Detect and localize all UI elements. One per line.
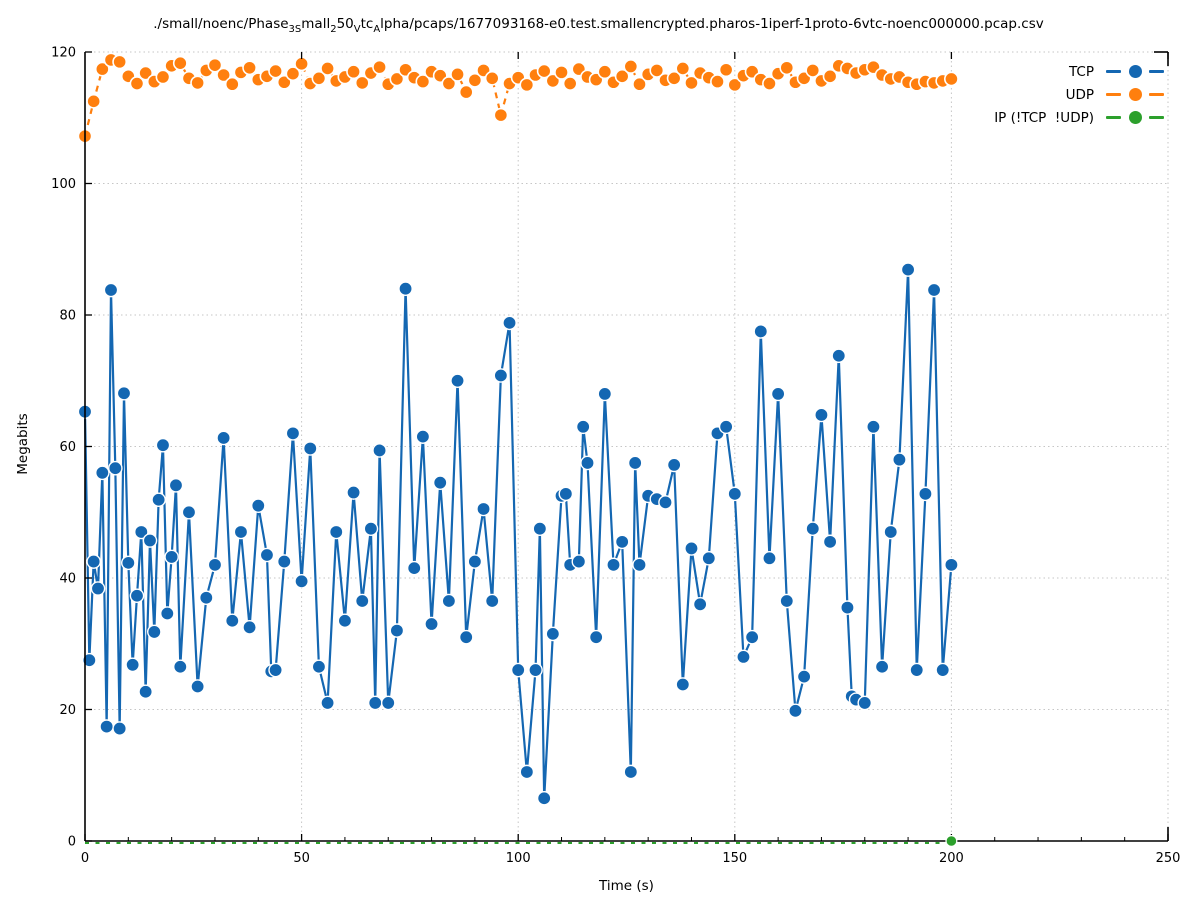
- ip-end-point: [945, 834, 958, 847]
- tcp-point-icon: [1128, 65, 1142, 78]
- svg-text:200: 200: [939, 851, 964, 866]
- ip-line-dash-icon: [1106, 116, 1121, 119]
- ticks: [84, 51, 1169, 842]
- legend-sample-tcp: [1106, 65, 1164, 78]
- svg-text:50: 50: [293, 851, 310, 866]
- svg-text:40: 40: [59, 572, 76, 587]
- title-text: tc: [360, 16, 374, 32]
- title-text: mall: [301, 16, 331, 32]
- y-tick-labels: 0 20 40 60 80 100 120: [51, 46, 76, 850]
- svg-text:120: 120: [51, 46, 76, 61]
- udp-series: [77, 52, 959, 144]
- svg-text:250: 250: [1156, 851, 1181, 866]
- ip-line-dash-icon: [1149, 116, 1164, 119]
- svg-text:20: 20: [59, 703, 76, 718]
- udp-point-icon: [1128, 88, 1142, 101]
- udp-line-dash-icon: [1106, 93, 1121, 96]
- title-subscript: V: [353, 24, 361, 35]
- x-axis-label: Time (s): [599, 878, 654, 894]
- tcp-series: [77, 262, 959, 806]
- legend-label-tcp: TCP: [1068, 63, 1094, 80]
- legend-entry-tcp: TCP: [994, 61, 1164, 82]
- svg-text:0: 0: [81, 851, 89, 866]
- gridlines: [85, 51, 1169, 841]
- chart-title: ./small/noenc/Phase3Small250VtcAlpha/pca…: [0, 16, 1197, 35]
- udp-line-dash-icon: [1149, 93, 1164, 96]
- tcp-line-dash-icon: [1106, 70, 1121, 73]
- legend-entry-udp: UDP: [994, 84, 1164, 105]
- legend-sample-udp: [1106, 88, 1164, 101]
- title-subscript: 3S: [288, 24, 302, 35]
- legend-entry-ip: IP (!TCP !UDP): [994, 107, 1164, 128]
- legend-label-ip: IP (!TCP !UDP): [994, 109, 1094, 126]
- title-text: 50: [336, 16, 354, 32]
- title-subscript: 2: [330, 24, 337, 35]
- title-text: ./small/noenc/Phase: [153, 16, 289, 32]
- x-tick-labels: 0 50 100 150 200 250: [81, 851, 1181, 866]
- title-text: lpha/pcaps/1677093168-e0.test.smallencry…: [380, 16, 1044, 32]
- tcp-line-dash-icon: [1149, 70, 1164, 73]
- title-subscript: A: [373, 24, 381, 35]
- legend-sample-ip: [1106, 111, 1164, 124]
- svg-text:0: 0: [68, 835, 76, 850]
- legend: TCP UDP IP (!TCP !UDP): [994, 61, 1164, 128]
- svg-text:60: 60: [59, 440, 76, 455]
- svg-text:100: 100: [51, 177, 76, 192]
- svg-text:80: 80: [59, 309, 76, 324]
- ip-point-icon: [1128, 111, 1142, 124]
- legend-label-udp: UDP: [1065, 86, 1094, 103]
- svg-text:150: 150: [722, 851, 747, 866]
- svg-text:100: 100: [506, 851, 531, 866]
